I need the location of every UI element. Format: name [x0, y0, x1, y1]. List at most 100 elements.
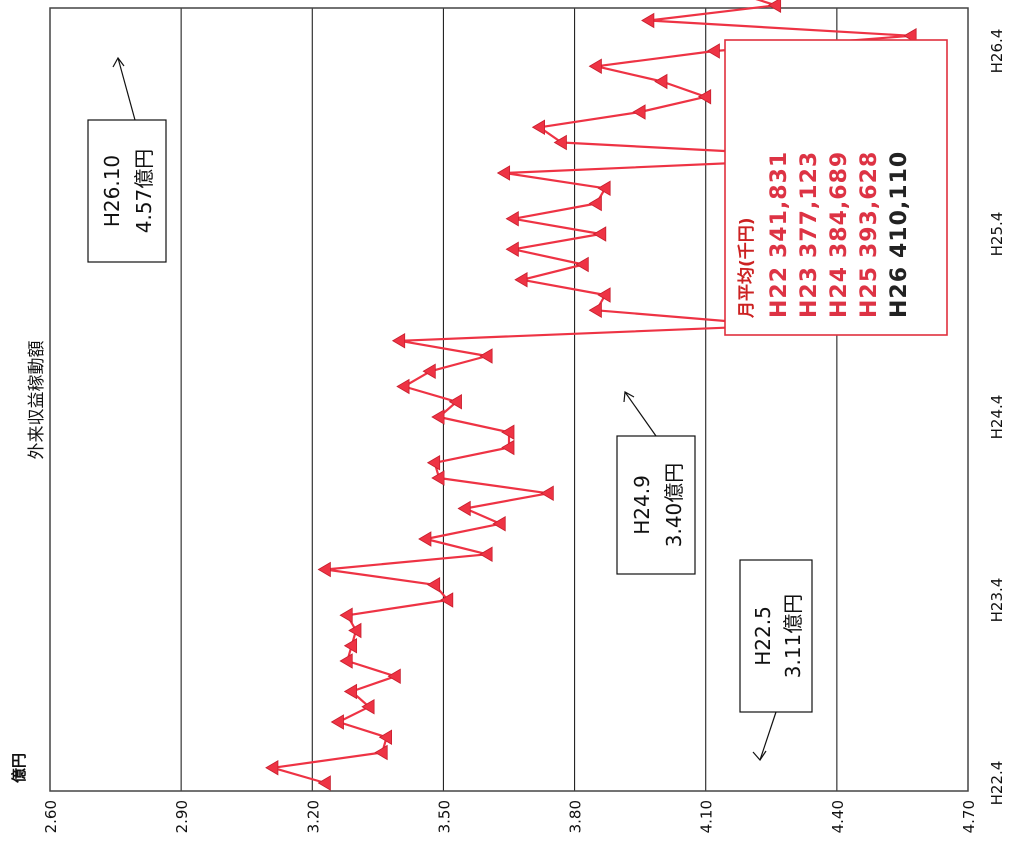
data-point — [418, 531, 432, 547]
callout-arrow — [117, 57, 136, 121]
data-point — [632, 104, 646, 120]
data-point — [479, 546, 493, 562]
value-tick-label: 4.10 — [698, 800, 716, 833]
callout-h26-10: H26.10 4.57億円 — [87, 56, 167, 263]
month-tick-label: H22.4 — [988, 761, 1006, 806]
data-point — [597, 287, 611, 303]
data-point — [531, 119, 545, 135]
callout-h24-9: H24.9 3.40億円 — [616, 391, 696, 575]
legend-heading: 月平均(千円) — [736, 217, 757, 319]
data-point — [265, 760, 279, 776]
legend-box — [724, 39, 948, 336]
legend-year: H25 — [857, 266, 882, 318]
callout-label: H24.9 — [630, 475, 654, 535]
month-tick-labels: H22.4 H23.4 H24.4 H25.4 H26.4 — [988, 29, 1006, 806]
data-point — [501, 424, 515, 440]
callout-arrowhead — [112, 56, 125, 68]
callout-h22-5: H22.5 3.11億円 — [739, 559, 813, 761]
legend-amount: 377,123 — [797, 151, 822, 258]
data-point — [588, 302, 602, 318]
value-tick-label: 3.20 — [304, 800, 322, 833]
month-tick-label: H26.4 — [988, 29, 1006, 74]
legend-year: H26 — [887, 266, 912, 318]
data-point — [440, 592, 454, 608]
month-tick-label: H23.4 — [988, 578, 1006, 623]
y-axis-unit: 億円 — [10, 753, 28, 783]
value-tick-label: 3.50 — [435, 800, 453, 833]
value-tick-label: 2.60 — [42, 800, 60, 833]
data-point — [448, 394, 462, 410]
value-tick-label: 4.40 — [829, 800, 847, 833]
data-point — [588, 58, 602, 74]
legend: 月平均(千円) H22341,831H23377,123H24384,689H2… — [724, 39, 948, 336]
callout-box — [616, 435, 696, 575]
data-point — [339, 607, 353, 623]
data-point — [317, 561, 331, 578]
data-point — [597, 180, 611, 196]
legend-amount: 384,689 — [827, 151, 852, 258]
callout-arrow — [624, 391, 657, 437]
data-point — [641, 12, 655, 29]
data-point — [374, 744, 388, 761]
callout-box — [87, 119, 167, 263]
data-point — [540, 485, 554, 501]
data-point — [593, 226, 607, 242]
data-point — [378, 729, 393, 745]
plot-frame — [49, 7, 969, 792]
data-point — [496, 165, 511, 181]
data-point — [767, 0, 782, 13]
data-point — [501, 439, 515, 456]
callout-value: 4.57億円 — [132, 149, 156, 234]
callout-box — [739, 559, 813, 713]
data-point — [426, 577, 441, 593]
legend-amount: 393,628 — [857, 151, 882, 258]
data-point — [514, 272, 528, 288]
data-point — [361, 699, 375, 715]
legend-amount: 341,831 — [767, 151, 792, 258]
data-point — [654, 73, 668, 90]
data-point — [479, 348, 493, 364]
data-point — [706, 43, 720, 59]
data-point — [391, 333, 406, 349]
month-tick-label: H24.4 — [988, 395, 1006, 440]
data-point — [575, 256, 589, 273]
data-point — [330, 714, 344, 730]
data-point — [396, 378, 410, 395]
legend-year: H22 — [767, 266, 792, 318]
data-point — [492, 516, 506, 532]
value-tick-labels: 2.60 2.90 3.20 3.50 3.80 4.10 4.40 4.70 — [42, 800, 978, 833]
data-point — [348, 622, 362, 639]
data-point — [422, 363, 436, 379]
callout-label: H22.5 — [751, 606, 775, 666]
data-point — [426, 455, 441, 471]
month-tick-label: H25.4 — [988, 212, 1006, 257]
data-point — [457, 500, 471, 517]
callout-value: 3.40億円 — [662, 463, 686, 548]
callout-arrowhead — [752, 750, 767, 761]
data-point — [317, 775, 331, 791]
data-point — [505, 211, 519, 227]
value-tick-label: 2.90 — [173, 800, 191, 833]
series — [265, 0, 917, 791]
value-tick-label: 4.70 — [960, 800, 978, 833]
callout-arrowhead — [623, 391, 635, 403]
legend-year: H23 — [797, 266, 822, 318]
chart-title: 外来収益稼動額 — [27, 341, 47, 460]
data-point — [505, 241, 519, 257]
legend-year: H24 — [827, 266, 852, 318]
data-point — [553, 134, 567, 151]
value-tick-label: 3.80 — [567, 800, 585, 833]
callout-arrow — [759, 711, 777, 761]
data-point — [431, 409, 445, 425]
data-point — [387, 668, 401, 684]
data-point — [343, 683, 358, 700]
callout-value: 3.11億円 — [781, 594, 805, 679]
data-point — [431, 470, 445, 486]
legend-amount: 410,110 — [887, 151, 912, 258]
data-point — [343, 638, 358, 654]
data-point — [339, 653, 353, 669]
callout-label: H26.10 — [100, 155, 124, 227]
data-point — [588, 195, 602, 212]
